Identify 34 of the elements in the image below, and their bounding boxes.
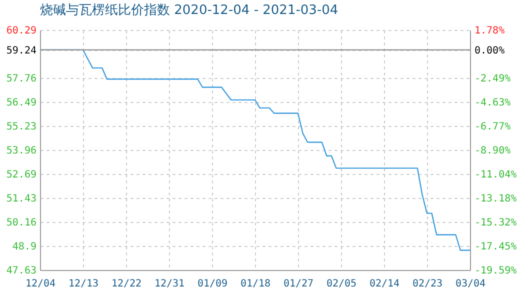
y-tick-label: 60.29: [6, 26, 36, 36]
y-tick-label: 53.96: [6, 146, 36, 156]
y2-tick-label: -17.45%: [474, 241, 517, 252]
y-tick-label: 51.43: [6, 193, 36, 204]
x-tick-label: 01/27: [283, 278, 314, 290]
x-tick-label: 02/23: [412, 278, 443, 290]
y-tick-label: 48.9: [12, 241, 36, 252]
y2-tick-label: -11.04%: [474, 169, 517, 180]
y-tick-label: 56.49: [6, 98, 36, 109]
y2-tick-label: -6.77%: [474, 122, 511, 133]
x-tick-label: 12/22: [111, 278, 142, 290]
y-tick-label: 55.23: [6, 121, 36, 132]
y-tick-label: 47.63: [6, 266, 36, 276]
x-tick-label: 01/18: [240, 278, 271, 290]
y2-tick-label: -19.59%: [474, 266, 517, 276]
x-tick-label: 03/04: [455, 278, 486, 290]
y2-tick-label: -15.32%: [474, 218, 517, 229]
x-tick-label: 01/09: [197, 278, 228, 290]
y-tick-label: 57.76: [6, 73, 36, 84]
x-tick-label: 12/04: [25, 278, 56, 290]
y2-tick-label: -13.18%: [474, 194, 517, 205]
y2-tick-label: -2.49%: [474, 73, 511, 84]
x-tick-label: 02/14: [369, 278, 400, 290]
x-tick-label: 12/13: [68, 278, 99, 290]
y2-tick-label: -4.63%: [474, 97, 511, 108]
x-tick-label: 12/31: [154, 278, 185, 290]
y2-tick-label: 1.78%: [474, 26, 505, 36]
y-tick-label: 52.69: [6, 170, 36, 181]
chart-title: 烧碱与瓦楞纸比价指数 2020-12-04 - 2021-03-04: [40, 3, 338, 18]
y2-tick-label: 0.00%: [474, 45, 505, 56]
x-tick-label: 02/05: [326, 278, 357, 290]
y2-tick-label: -8.90%: [474, 145, 511, 156]
y-tick-label: 59.24: [6, 45, 36, 56]
y-tick-label: 50.16: [6, 218, 36, 229]
